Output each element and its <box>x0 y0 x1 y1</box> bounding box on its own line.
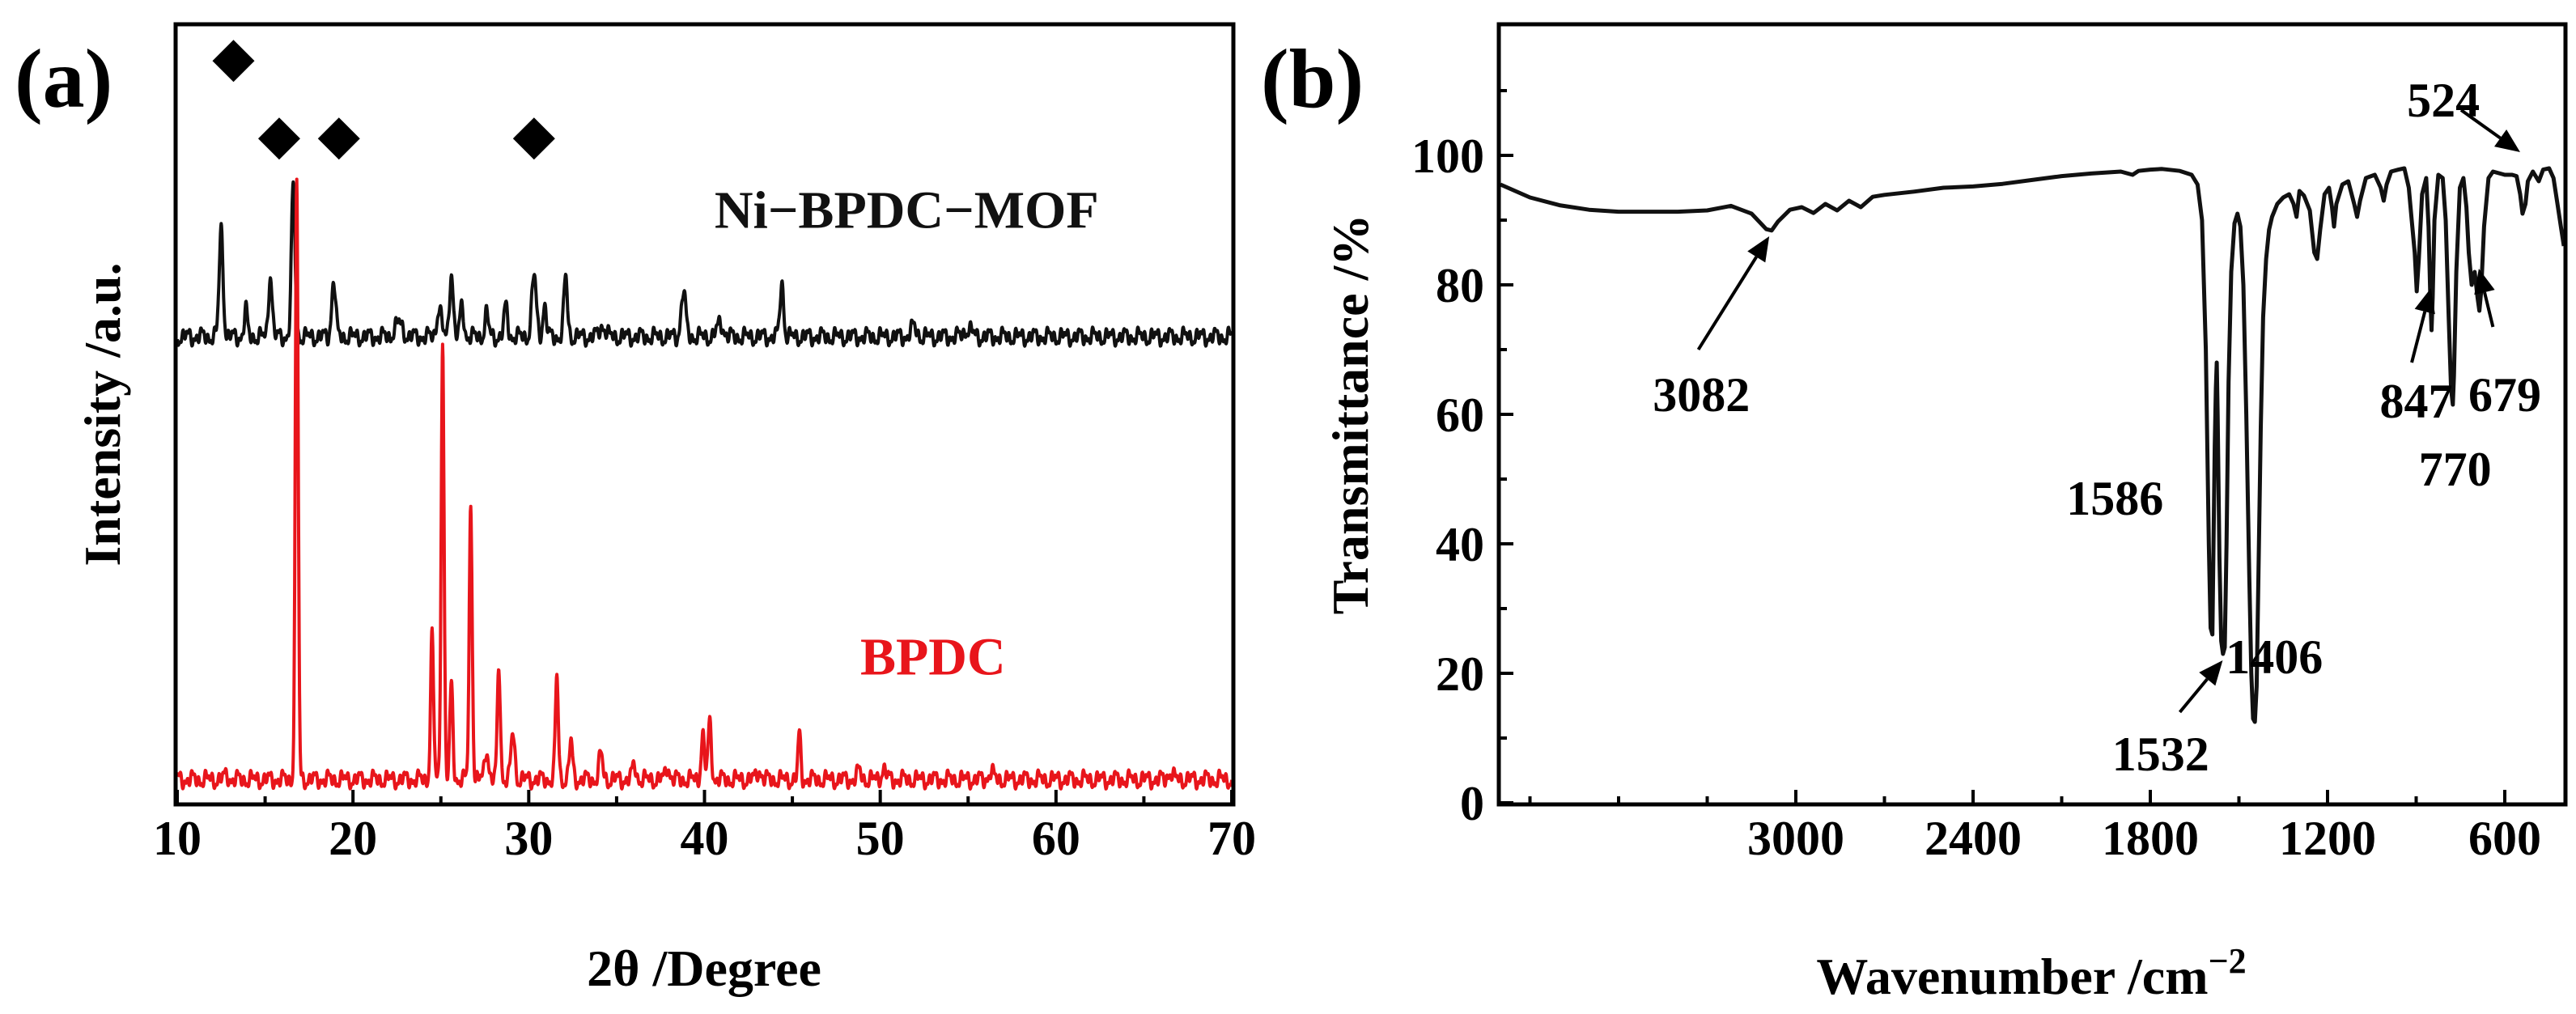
arrow-head-679 <box>2474 269 2495 295</box>
x-tick-label: 10 <box>153 812 202 865</box>
y-tick-label: 20 <box>1436 647 1484 701</box>
series-label-bpdc: BPDC <box>860 628 1006 687</box>
arrow-524 <box>2459 108 2502 140</box>
peak-label-524: 524 <box>2407 74 2480 127</box>
panel-b-x-axis-title: Wavenumber /cm−2 <box>1816 941 2246 1005</box>
panel-b-annotations: 3082 1586 1532 1406 847 770 679 524 <box>1653 74 2541 781</box>
panel-a-label: (a) <box>15 32 112 125</box>
panel-a-plot-area <box>176 40 1233 791</box>
panel-a-x-ticks: 10 20 30 40 50 60 70 <box>153 790 1256 865</box>
x-tick-label: 70 <box>1207 812 1256 865</box>
peak-label-1532: 1532 <box>2112 728 2209 781</box>
x-tick-label: 30 <box>504 812 553 865</box>
peak-label-1586: 1586 <box>2066 472 2163 525</box>
series-line-ni-bpdc-mof <box>176 180 1233 348</box>
x-tick-label: 1800 <box>2102 812 2199 865</box>
panel-a-x-axis-title: 2θ /Degree <box>587 940 821 997</box>
x-tick-label: 600 <box>2468 812 2541 865</box>
y-tick-label: 0 <box>1460 777 1484 830</box>
arrow-head-847 <box>2414 288 2435 315</box>
panel-b-y-ticks: 0 20 40 60 80 100 <box>1411 89 1513 830</box>
arrow-head-524 <box>2494 129 2520 152</box>
panel-b-x-ticks: 3000 2400 1800 1200 600 <box>1528 790 2541 865</box>
y-tick-label: 80 <box>1436 259 1484 312</box>
peak-label-770: 770 <box>2419 443 2492 496</box>
arrow-847 <box>2410 311 2427 363</box>
peak-label-3082: 3082 <box>1653 368 1750 422</box>
arrow-3082 <box>1696 256 1758 351</box>
x-tick-label: 1200 <box>2279 812 2376 865</box>
arrow-head-1532 <box>2199 660 2223 686</box>
panel-b-x-axis-title-main: Wavenumber /cm <box>1816 948 2208 1005</box>
x-tick-label: 50 <box>856 812 905 865</box>
y-tick-label: 40 <box>1436 518 1484 571</box>
peak-label-847: 847 <box>2380 375 2453 428</box>
arrow-head-3082 <box>1747 236 1770 263</box>
series-line-ftir <box>1499 166 2566 724</box>
diamond-marker-1 <box>212 40 255 83</box>
arrow-679 <box>2483 291 2495 328</box>
series-label-ni-bpdc-mof: Ni−BPDC−MOF <box>715 181 1099 240</box>
panel-a-chart: (a) 10 20 30 40 50 60 70 2θ /Degree Intensity … <box>15 22 1256 997</box>
panel-a-y-axis-title: Intensity /a.u. <box>74 262 131 566</box>
x-tick-label: 60 <box>1032 812 1080 865</box>
peak-label-679: 679 <box>2468 368 2541 422</box>
panel-b-chart: (b) 3000 2400 1800 1200 600 0 20 40 60 80 100 308… <box>1261 22 2568 1005</box>
panel-b-y-axis-title: Transmittance /% <box>1322 214 1379 615</box>
diamond-marker-4 <box>512 117 555 160</box>
y-tick-label: 100 <box>1411 129 1484 183</box>
peak-label-1406: 1406 <box>2226 630 2323 684</box>
diamond-marker-3 <box>317 117 360 160</box>
panel-b-x-axis-title-superscript: −2 <box>2209 941 2247 981</box>
panel-b-plot-area <box>1499 166 2566 724</box>
x-tick-label: 40 <box>681 812 729 865</box>
arrow-1532 <box>2178 677 2209 714</box>
x-tick-label: 2400 <box>1925 812 2022 865</box>
panel-b-label: (b) <box>1261 32 1364 125</box>
series-line-bpdc <box>176 177 1233 791</box>
diamond-marker-2 <box>257 117 300 160</box>
y-tick-label: 60 <box>1436 388 1484 442</box>
x-tick-label: 20 <box>329 812 377 865</box>
x-tick-label: 3000 <box>1747 812 1844 865</box>
